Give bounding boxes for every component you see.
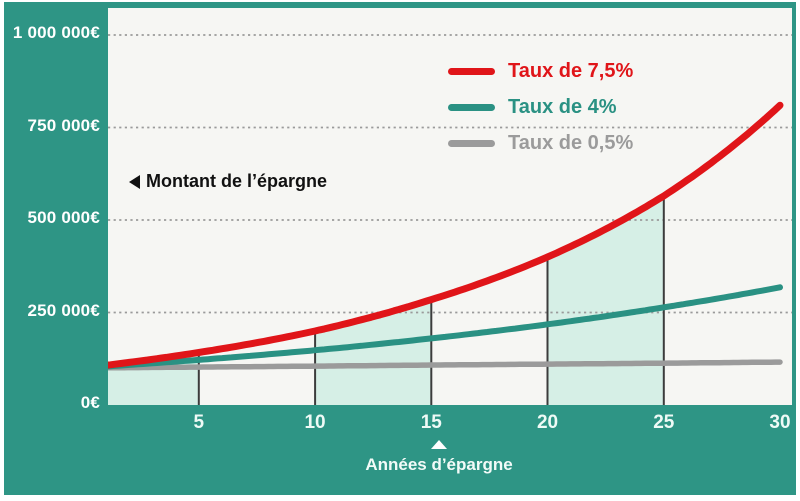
y-tick-label: 250 000€ — [27, 300, 100, 320]
up-triangle-icon — [431, 440, 447, 449]
chart-card: Montant de l’épargne Taux de 7,5% Taux de… — [4, 2, 796, 495]
legend-label: Taux de 7,5% — [508, 60, 634, 82]
x-tick-label: 25 — [653, 412, 675, 433]
x-tick-label: 10 — [304, 412, 326, 433]
legend-row: Taux de 4% — [448, 96, 633, 119]
legend-line-icon — [448, 140, 495, 147]
legend-line-icon — [448, 104, 495, 111]
x-axis-title-label: Années d’épargne — [365, 455, 513, 474]
curve-0,5 — [108, 359, 783, 371]
x-tick-label: 20 — [536, 412, 559, 433]
legend-row: Taux de 7,5% — [448, 60, 633, 83]
left-triangle-icon — [129, 174, 140, 189]
curve-4 — [108, 284, 783, 370]
legend-label: Taux de 4% — [508, 96, 617, 118]
x-tick-label: 15 — [420, 412, 442, 433]
y-axis-title-label: Montant de l’épargne — [146, 171, 328, 191]
y-axis-title: Montant de l’épargne — [129, 171, 327, 192]
y-tick-label: 500 000€ — [27, 208, 100, 227]
legend: Taux de 7,5% Taux de 4% Taux de 0,5% — [448, 60, 633, 155]
x-tick-label: 5 — [193, 412, 205, 433]
y-tick-label: 1 000 000€ — [12, 23, 100, 42]
x-axis-title: Années d’épargne — [335, 440, 543, 475]
legend-label: Taux de 0,5% — [508, 132, 634, 154]
plot-area: Montant de l’épargne Taux de 7,5% Taux de… — [108, 8, 792, 405]
y-tick-label: 750 000€ — [27, 115, 100, 135]
shaded-band — [547, 196, 664, 405]
legend-row: Taux de 0,5% — [448, 132, 633, 155]
y-tick-label: 0€ — [80, 393, 100, 412]
line-chart — [108, 34, 792, 405]
x-tick-label: 30 — [769, 412, 791, 433]
legend-line-icon — [448, 68, 495, 75]
curve-7,5 — [108, 101, 784, 369]
